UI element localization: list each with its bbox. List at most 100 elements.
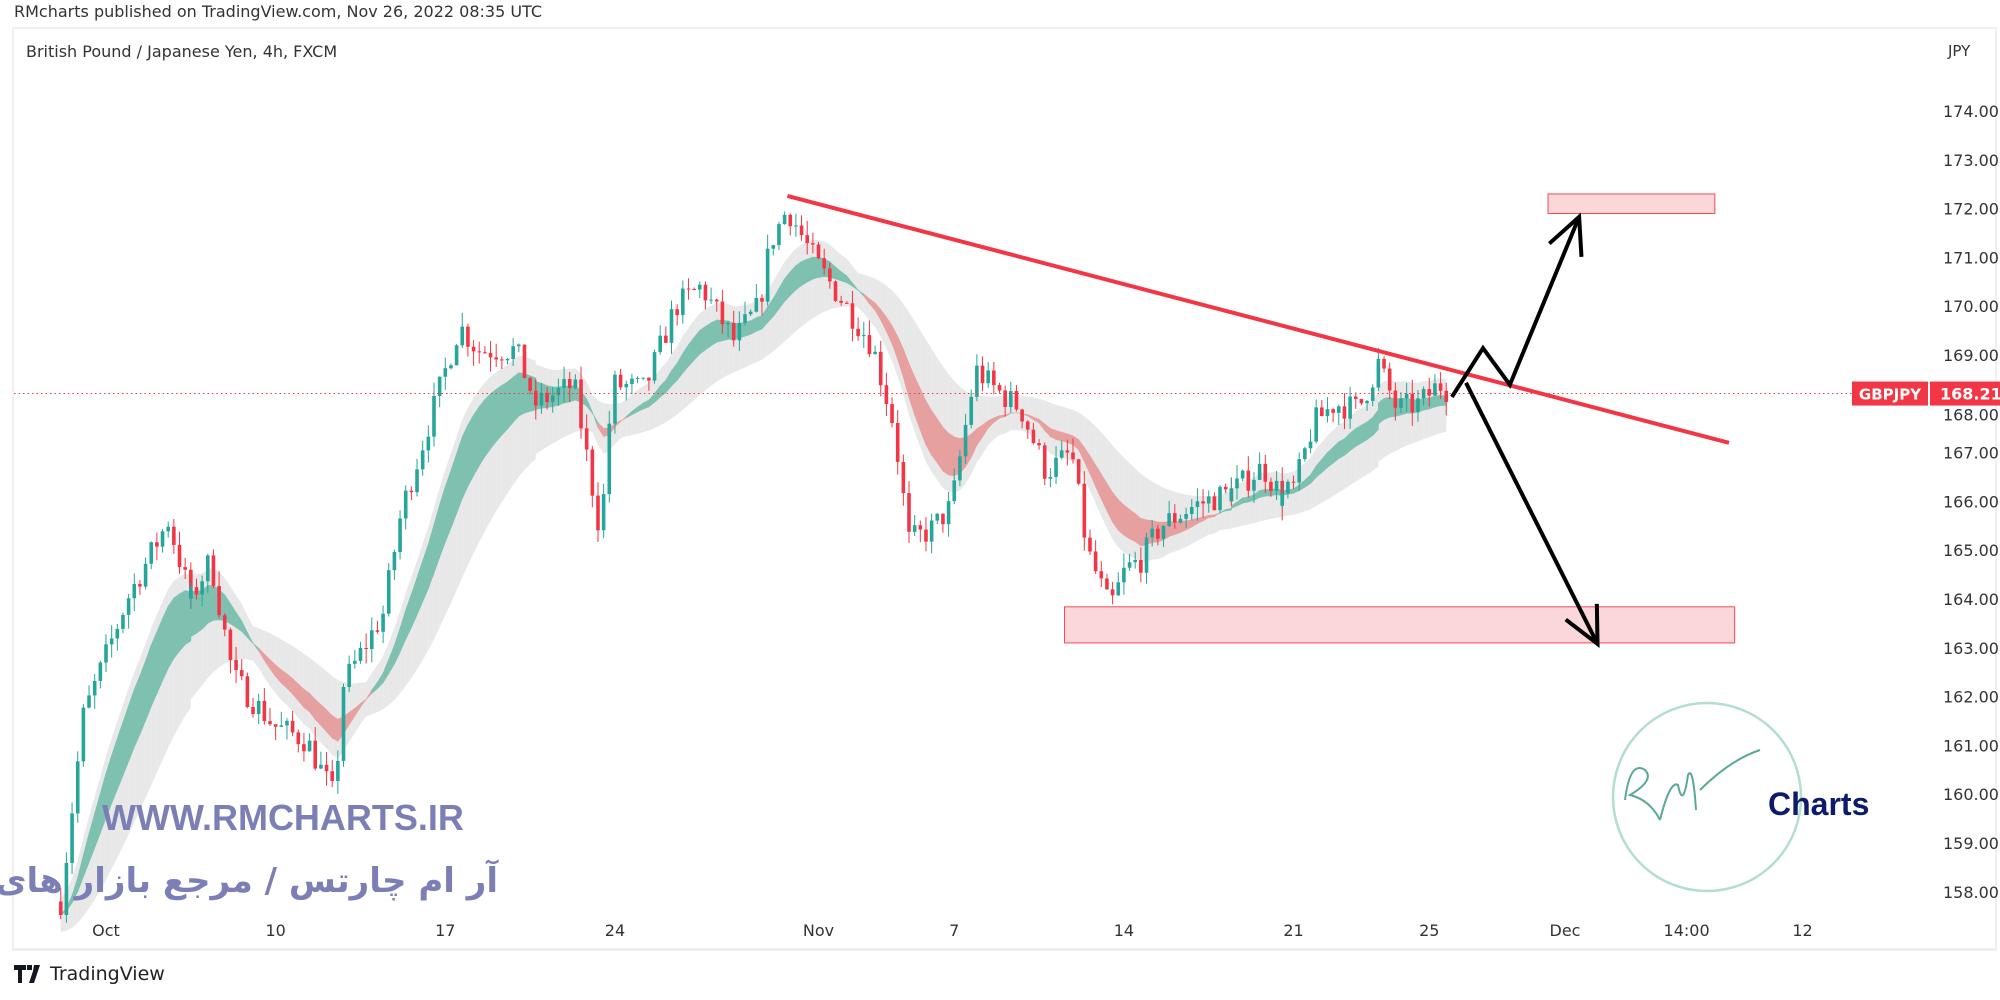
candle	[81, 704, 86, 767]
candle	[1416, 390, 1420, 422]
candle	[816, 242, 821, 260]
bearish-scenario-arrow[interactable]	[1464, 381, 1600, 645]
candle-body	[720, 301, 725, 325]
candle	[460, 312, 465, 349]
ribbon-segment	[207, 585, 214, 624]
candle	[873, 345, 877, 355]
time-tick-label: 7	[949, 921, 959, 940]
candle-body	[1009, 391, 1013, 407]
candle-body	[471, 346, 476, 352]
candle	[454, 344, 459, 366]
candle	[1172, 504, 1177, 529]
candle	[1178, 514, 1183, 524]
ribbon-segment	[478, 398, 486, 467]
candle	[132, 573, 137, 612]
candle	[743, 301, 747, 326]
candle	[567, 371, 572, 403]
candle	[285, 718, 289, 740]
candle-body	[697, 284, 702, 290]
candle	[901, 454, 906, 506]
candle	[143, 557, 148, 590]
footer-brand[interactable]: TradingView	[50, 963, 165, 985]
candle-body	[828, 268, 832, 282]
candle-body	[709, 299, 713, 301]
candle-body	[1076, 459, 1081, 484]
candle	[641, 377, 646, 380]
candle-body	[878, 351, 883, 386]
candle	[1150, 520, 1154, 547]
candle	[545, 386, 549, 410]
candle	[1274, 471, 1279, 501]
candle-body	[324, 764, 329, 772]
price-axis[interactable]: JPY 158.000 159.000 160.000 161.000 162.000 16…	[1943, 42, 2000, 902]
candle-body	[290, 720, 295, 733]
candle-body	[760, 297, 764, 302]
candle-body	[975, 365, 979, 397]
candle	[1314, 399, 1318, 444]
candle	[1269, 477, 1273, 497]
candle-body	[1399, 398, 1403, 408]
candle	[686, 278, 691, 300]
candle	[522, 344, 527, 379]
candle-body	[415, 469, 419, 493]
candle-body	[228, 629, 233, 660]
ribbon-segment	[931, 409, 938, 464]
candle	[347, 655, 351, 693]
candle-body	[901, 461, 906, 494]
candle	[1399, 392, 1403, 414]
candle-body	[98, 662, 103, 681]
candle	[307, 733, 312, 752]
candle	[777, 222, 781, 250]
candle-body	[109, 638, 114, 645]
ribbon-segment	[150, 631, 158, 707]
candle-body	[1065, 450, 1070, 453]
descending-trendline[interactable]	[786, 193, 1730, 445]
candle-body	[856, 328, 860, 337]
symbol-title: British Pound / Japanese Yen, 4h, FXCM	[26, 42, 338, 61]
candle-body	[353, 660, 357, 664]
candle	[1365, 400, 1369, 411]
ribbon-segment	[473, 405, 480, 477]
ribbon-segment	[512, 372, 520, 424]
candle-body	[494, 357, 498, 360]
candle	[92, 674, 97, 709]
candle	[1320, 399, 1324, 417]
candle-body	[222, 615, 227, 630]
price-tick-label: 170.000	[1943, 297, 2000, 316]
candle	[748, 309, 753, 317]
time-axis[interactable]: Oct 10 17 24 Nov 7 14 21 25 Dec 14:00 12	[92, 921, 1813, 940]
support-target-zone[interactable]	[1064, 606, 1736, 644]
candle	[403, 485, 408, 530]
candle-body	[302, 744, 306, 752]
candle-body	[1082, 483, 1087, 538]
price-tick-label: 169.000	[1943, 346, 2000, 365]
price-tick-label: 163.000	[1943, 639, 2000, 658]
candle-body	[873, 351, 877, 355]
candle-body	[1280, 493, 1285, 506]
candle-body	[398, 518, 402, 553]
candle-body	[279, 725, 284, 727]
candle-body	[1359, 398, 1364, 404]
candle	[929, 513, 934, 554]
ribbon-segment	[196, 589, 203, 634]
candle-body	[890, 404, 894, 424]
candle-body	[296, 732, 301, 745]
ribbon-segment	[1174, 521, 1181, 535]
candle	[788, 213, 793, 236]
candle-body	[1042, 445, 1047, 479]
rmcharts-logo: Charts	[1611, 701, 1869, 893]
candle	[126, 593, 131, 629]
bullish-scenario-arrow[interactable]	[1450, 216, 1581, 399]
candle-body	[1370, 387, 1375, 401]
candle-body	[375, 630, 380, 632]
candle	[1353, 392, 1358, 409]
candle-body	[782, 214, 787, 225]
candle	[511, 338, 515, 366]
candle	[443, 357, 448, 390]
candle-body	[958, 456, 962, 481]
resistance-target-zone[interactable]	[1547, 193, 1716, 214]
candle-body	[1206, 496, 1211, 504]
candle	[517, 343, 521, 353]
time-tick-label: 25	[1419, 921, 1439, 940]
